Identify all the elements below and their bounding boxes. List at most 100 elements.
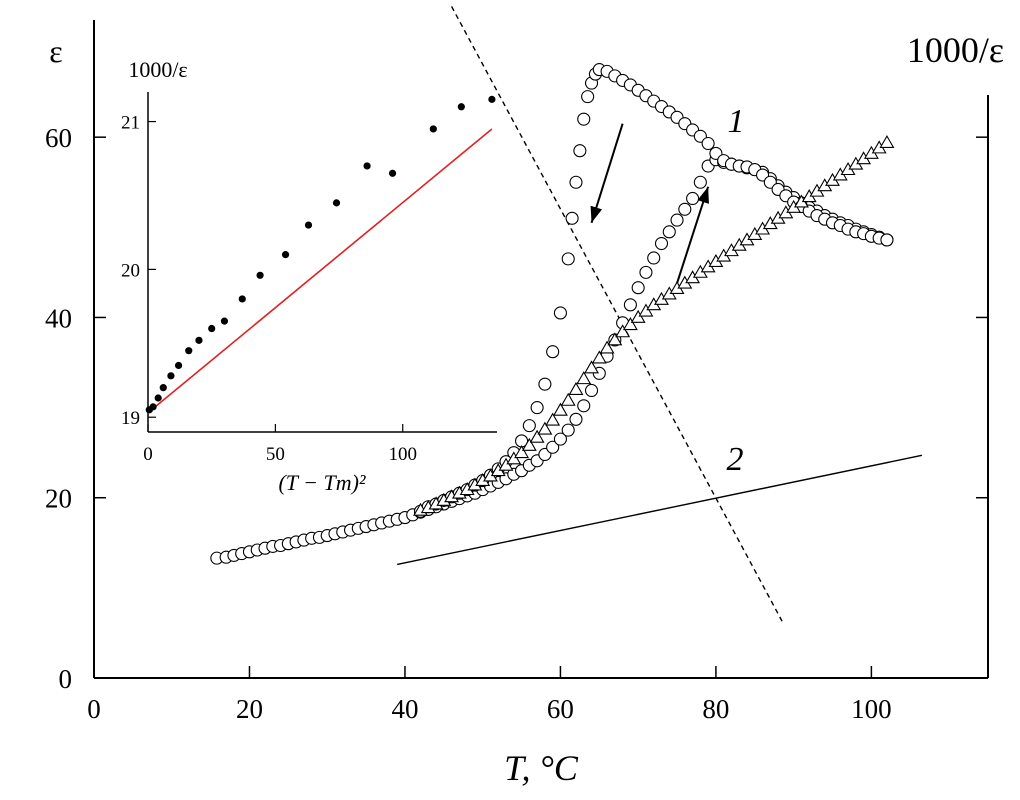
main-y-tick-label: 40 bbox=[45, 303, 72, 333]
data-point-triangle bbox=[599, 340, 615, 354]
inset-data-point bbox=[429, 125, 437, 133]
curve-label-1: 1 bbox=[728, 103, 745, 140]
data-point-triangle bbox=[568, 381, 584, 395]
data-point-circle bbox=[647, 251, 661, 265]
data-point-circle bbox=[569, 412, 583, 426]
data-point-triangle bbox=[560, 392, 576, 406]
data-point-circle bbox=[553, 306, 567, 320]
data-point-circle bbox=[538, 377, 552, 391]
data-point-triangle bbox=[607, 332, 623, 346]
data-point-circle bbox=[577, 399, 591, 413]
data-point-triangle bbox=[498, 457, 514, 471]
data-point-circle bbox=[639, 265, 653, 279]
inset-axes bbox=[147, 92, 497, 433]
inset-data-point bbox=[238, 295, 246, 303]
main-x-tick-label: 80 bbox=[702, 694, 729, 724]
data-point-circle bbox=[561, 252, 575, 266]
main-x-tick-label: 40 bbox=[391, 694, 418, 724]
inset-data-point bbox=[304, 221, 313, 229]
data-point-circle bbox=[584, 383, 599, 398]
data-point-circle bbox=[561, 423, 575, 437]
main-fit-line-dashed bbox=[450, 6, 785, 625]
inset-fit-line bbox=[147, 128, 493, 414]
inset-y-tick-label: 20 bbox=[121, 260, 140, 281]
data-point-triangle bbox=[545, 412, 561, 426]
inset-series bbox=[145, 95, 496, 414]
data-point-triangle bbox=[521, 437, 537, 451]
main-arrows bbox=[590, 123, 710, 284]
data-point-circle bbox=[573, 144, 587, 158]
data-point-circle bbox=[522, 419, 536, 433]
data-point-circle bbox=[654, 236, 669, 251]
data-point-circle bbox=[686, 191, 700, 206]
inset-data-point bbox=[220, 317, 229, 325]
main-series-1 bbox=[413, 63, 894, 518]
inset-x-ticks: 0 50 100 bbox=[143, 424, 417, 465]
inset-x-label: (T − Tm)² bbox=[278, 470, 365, 495]
inset-fit-line bbox=[147, 128, 493, 414]
inset-data-point bbox=[167, 372, 175, 380]
direction-arrow-head bbox=[590, 205, 603, 223]
main-x-tick-label: 20 bbox=[236, 694, 263, 724]
main-x-ticks: 0 20 40 60 80 100 bbox=[87, 666, 892, 724]
main-y-tick-label: 20 bbox=[45, 484, 72, 514]
data-point-circle bbox=[693, 175, 707, 189]
direction-arrow-shaft bbox=[590, 123, 624, 224]
main-x-label: T, °C bbox=[504, 748, 579, 788]
inset-data-point bbox=[363, 162, 371, 170]
inset-data-point bbox=[195, 336, 203, 344]
data-point-circle bbox=[530, 401, 544, 415]
data-point-circle bbox=[581, 90, 595, 104]
data-point-circle bbox=[553, 432, 567, 446]
inset-x-tick-label: 0 bbox=[143, 444, 153, 465]
data-point-triangle bbox=[584, 360, 599, 374]
main-x-tick-label: 0 bbox=[87, 694, 101, 724]
main-y-tick-label: 60 bbox=[45, 123, 72, 153]
main-fit-line-solid bbox=[397, 454, 923, 566]
data-point-circle bbox=[569, 175, 583, 189]
data-point-triangle bbox=[552, 402, 568, 416]
data-point-triangle bbox=[622, 317, 638, 331]
data-point-triangle bbox=[576, 371, 592, 385]
inset-data-point bbox=[281, 251, 290, 259]
data-point-triangle bbox=[638, 303, 654, 317]
inset-y-ticks: 19 20 21 bbox=[121, 113, 156, 429]
inset-data-point bbox=[174, 361, 183, 370]
inset-x-tick-label: 100 bbox=[388, 444, 417, 465]
main-fit-lines bbox=[397, 6, 923, 625]
data-point-circle bbox=[623, 298, 637, 312]
inset-y-tick-label: 19 bbox=[121, 408, 140, 429]
data-point-triangle bbox=[591, 350, 607, 364]
data-point-circle bbox=[577, 112, 591, 126]
data-point-triangle bbox=[630, 309, 646, 323]
data-point-triangle bbox=[514, 445, 530, 459]
data-point-triangle bbox=[537, 421, 553, 435]
inset-data-point bbox=[154, 394, 162, 402]
main-x-tick-label: 100 bbox=[851, 694, 892, 724]
inset-data-point bbox=[185, 347, 193, 355]
main-y-tick-label: 0 bbox=[59, 664, 73, 694]
data-point-circle bbox=[678, 202, 692, 216]
main-x-tick-label: 60 bbox=[547, 694, 574, 724]
inset-y-tick-label: 21 bbox=[121, 113, 140, 134]
data-point-circle bbox=[662, 225, 676, 239]
data-point-circle bbox=[546, 345, 560, 359]
data-point-circle bbox=[631, 281, 645, 295]
inset-data-point bbox=[332, 199, 341, 207]
main-left-y-label: ε bbox=[49, 33, 62, 69]
direction-arrow-head bbox=[697, 186, 709, 204]
direction-arrow-shaft bbox=[676, 186, 710, 284]
inset-x-tick-label: 50 bbox=[266, 444, 285, 465]
inset-y-label: 1000/ε bbox=[128, 57, 187, 82]
inset-data-point bbox=[149, 403, 157, 411]
main-right-y-label: 1000/ε bbox=[907, 30, 1004, 70]
data-point-circle bbox=[546, 440, 560, 454]
data-point-triangle bbox=[615, 324, 631, 338]
inset-data-point bbox=[159, 384, 167, 392]
inset-data-point bbox=[256, 271, 264, 279]
inset-data-point bbox=[388, 169, 397, 177]
main-series-2 bbox=[413, 134, 895, 516]
main-series bbox=[210, 63, 895, 565]
inset-data-point bbox=[488, 95, 496, 103]
